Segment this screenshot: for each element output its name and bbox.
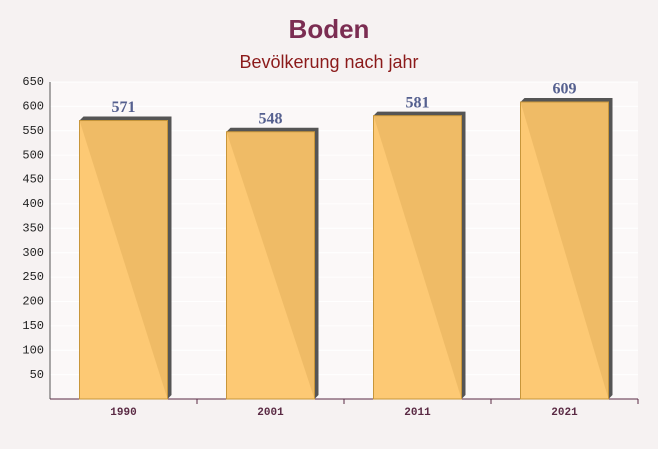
y-tick-label: 150: [22, 319, 44, 333]
x-tick-label: 2021: [551, 407, 578, 419]
y-tick-label: 50: [30, 368, 44, 382]
y-tick-label: 200: [22, 295, 44, 309]
y-tick-label: 600: [22, 100, 44, 114]
chart-subtitle: Bevölkerung nach jahr: [239, 52, 418, 72]
y-tick-label: 500: [22, 148, 44, 162]
bar: [226, 131, 315, 400]
y-tick-label: 650: [22, 75, 44, 89]
chart-title: Boden: [289, 14, 370, 44]
y-tick-label: 550: [22, 124, 44, 138]
x-tick-label: 1990: [110, 407, 136, 419]
x-tick-label: 2001: [257, 407, 284, 419]
y-tick-label: 450: [22, 173, 44, 187]
value-label: 571: [112, 99, 136, 116]
bar: [373, 115, 462, 400]
x-tick-label: 2011: [404, 407, 431, 419]
value-label: 609: [553, 81, 577, 98]
y-tick-label: 400: [22, 197, 44, 211]
y-tick-label: 100: [22, 343, 44, 357]
value-label: 581: [406, 94, 430, 111]
bar: [79, 120, 168, 400]
y-tick-label: 350: [22, 221, 44, 235]
value-label: 548: [259, 110, 283, 127]
y-tick-label: 300: [22, 246, 44, 260]
y-tick-label: 250: [22, 270, 44, 284]
bar: [520, 101, 609, 400]
